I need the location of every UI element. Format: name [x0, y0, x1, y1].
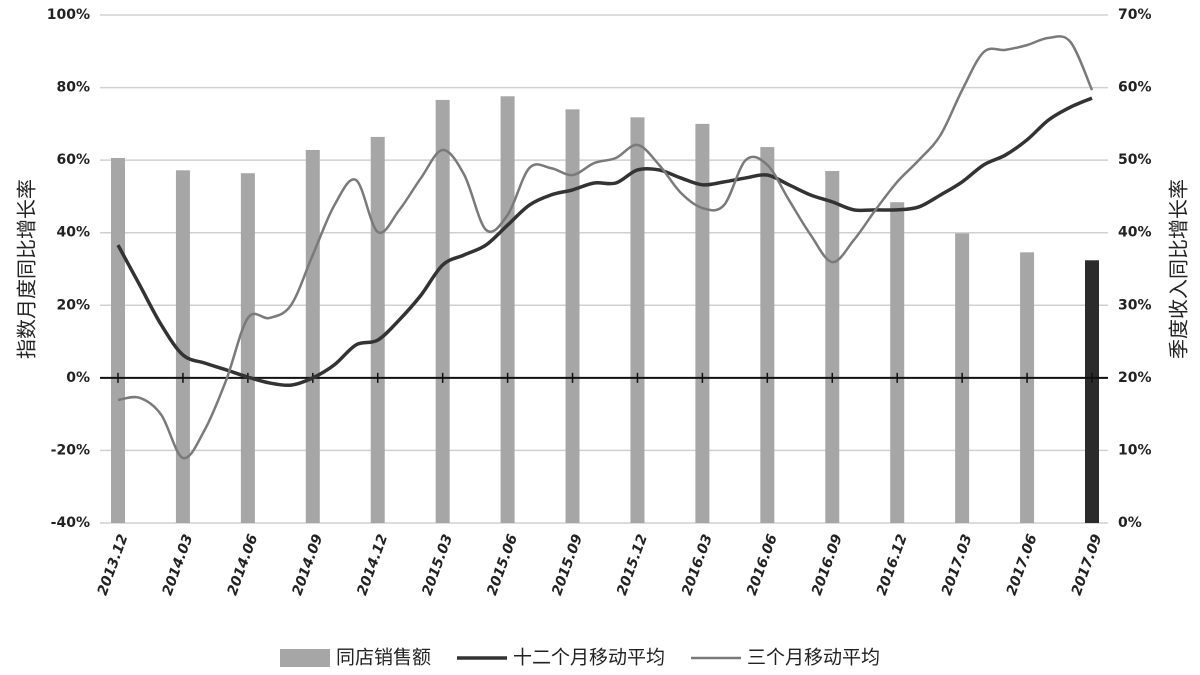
legend-label: 三个月移动平均 — [747, 647, 880, 669]
y2-tick-label: 20% — [1118, 370, 1152, 386]
y2-axis-label: 季度收入同比增长率 — [1167, 179, 1191, 359]
y-tick-label: 0% — [66, 370, 90, 386]
x-tick-label: 2017.09 — [1069, 532, 1106, 598]
y-axis-label: 指数月度同比增长率 — [15, 179, 39, 359]
bar — [111, 157, 125, 524]
bar — [630, 117, 645, 523]
y-tick-label: 40% — [56, 225, 90, 241]
bar — [435, 99, 450, 523]
line — [117, 35, 1094, 460]
legend-label: 同店销售额 — [336, 647, 431, 669]
bar — [1020, 252, 1035, 523]
y-tick-label: -20% — [51, 442, 90, 458]
legend-swatch — [280, 649, 330, 667]
x-tick-label: 2016.09 — [809, 532, 846, 598]
bar — [370, 136, 385, 524]
y-tick-label: 60% — [56, 152, 90, 168]
x-tick-label: 2014.12 — [354, 532, 391, 597]
x-tick-label: 2013.12 — [95, 532, 132, 597]
x-tick-label: 2016.03 — [679, 532, 716, 597]
y-tick-label: 80% — [56, 80, 90, 96]
bar — [760, 147, 775, 523]
y-tick-label: 100% — [47, 7, 90, 23]
y2-tick-label: 10% — [1118, 442, 1152, 458]
bar — [695, 123, 710, 523]
bar — [890, 202, 905, 523]
y-tick-label: 20% — [56, 297, 90, 313]
legend-label: 十二个月移动平均 — [513, 647, 665, 669]
x-tick-label: 2014.09 — [289, 532, 326, 598]
bar — [565, 109, 580, 523]
bar — [240, 173, 255, 523]
bar — [825, 171, 840, 523]
x-tick-label: 2014.03 — [160, 532, 197, 597]
x-tick-label: 2017.03 — [939, 532, 976, 597]
x-tick-label: 2015.06 — [484, 532, 521, 598]
x-tick-label: 2017.06 — [1004, 532, 1041, 598]
bar — [175, 170, 190, 523]
x-tick-label: 2016.06 — [744, 532, 781, 598]
x-tick-label: 2015.09 — [549, 532, 586, 598]
y-tick-label: -40% — [51, 515, 90, 531]
x-tick-label: 2014.06 — [225, 532, 262, 598]
y2-tick-label: 50% — [1118, 152, 1152, 168]
y2-tick-label: 60% — [1118, 80, 1152, 96]
bar — [305, 149, 320, 524]
x-tick-label: 2015.03 — [419, 532, 456, 597]
bar — [500, 96, 515, 523]
line — [116, 96, 1093, 388]
x-tick-label: 2016.12 — [874, 532, 911, 597]
y2-tick-label: 30% — [1118, 297, 1152, 313]
y2-tick-label: 40% — [1118, 225, 1152, 241]
y2-tick-label: 70% — [1118, 7, 1152, 23]
y2-tick-label: 0% — [1118, 515, 1142, 531]
bar — [1085, 260, 1099, 523]
x-tick-label: 2015.12 — [614, 532, 651, 597]
